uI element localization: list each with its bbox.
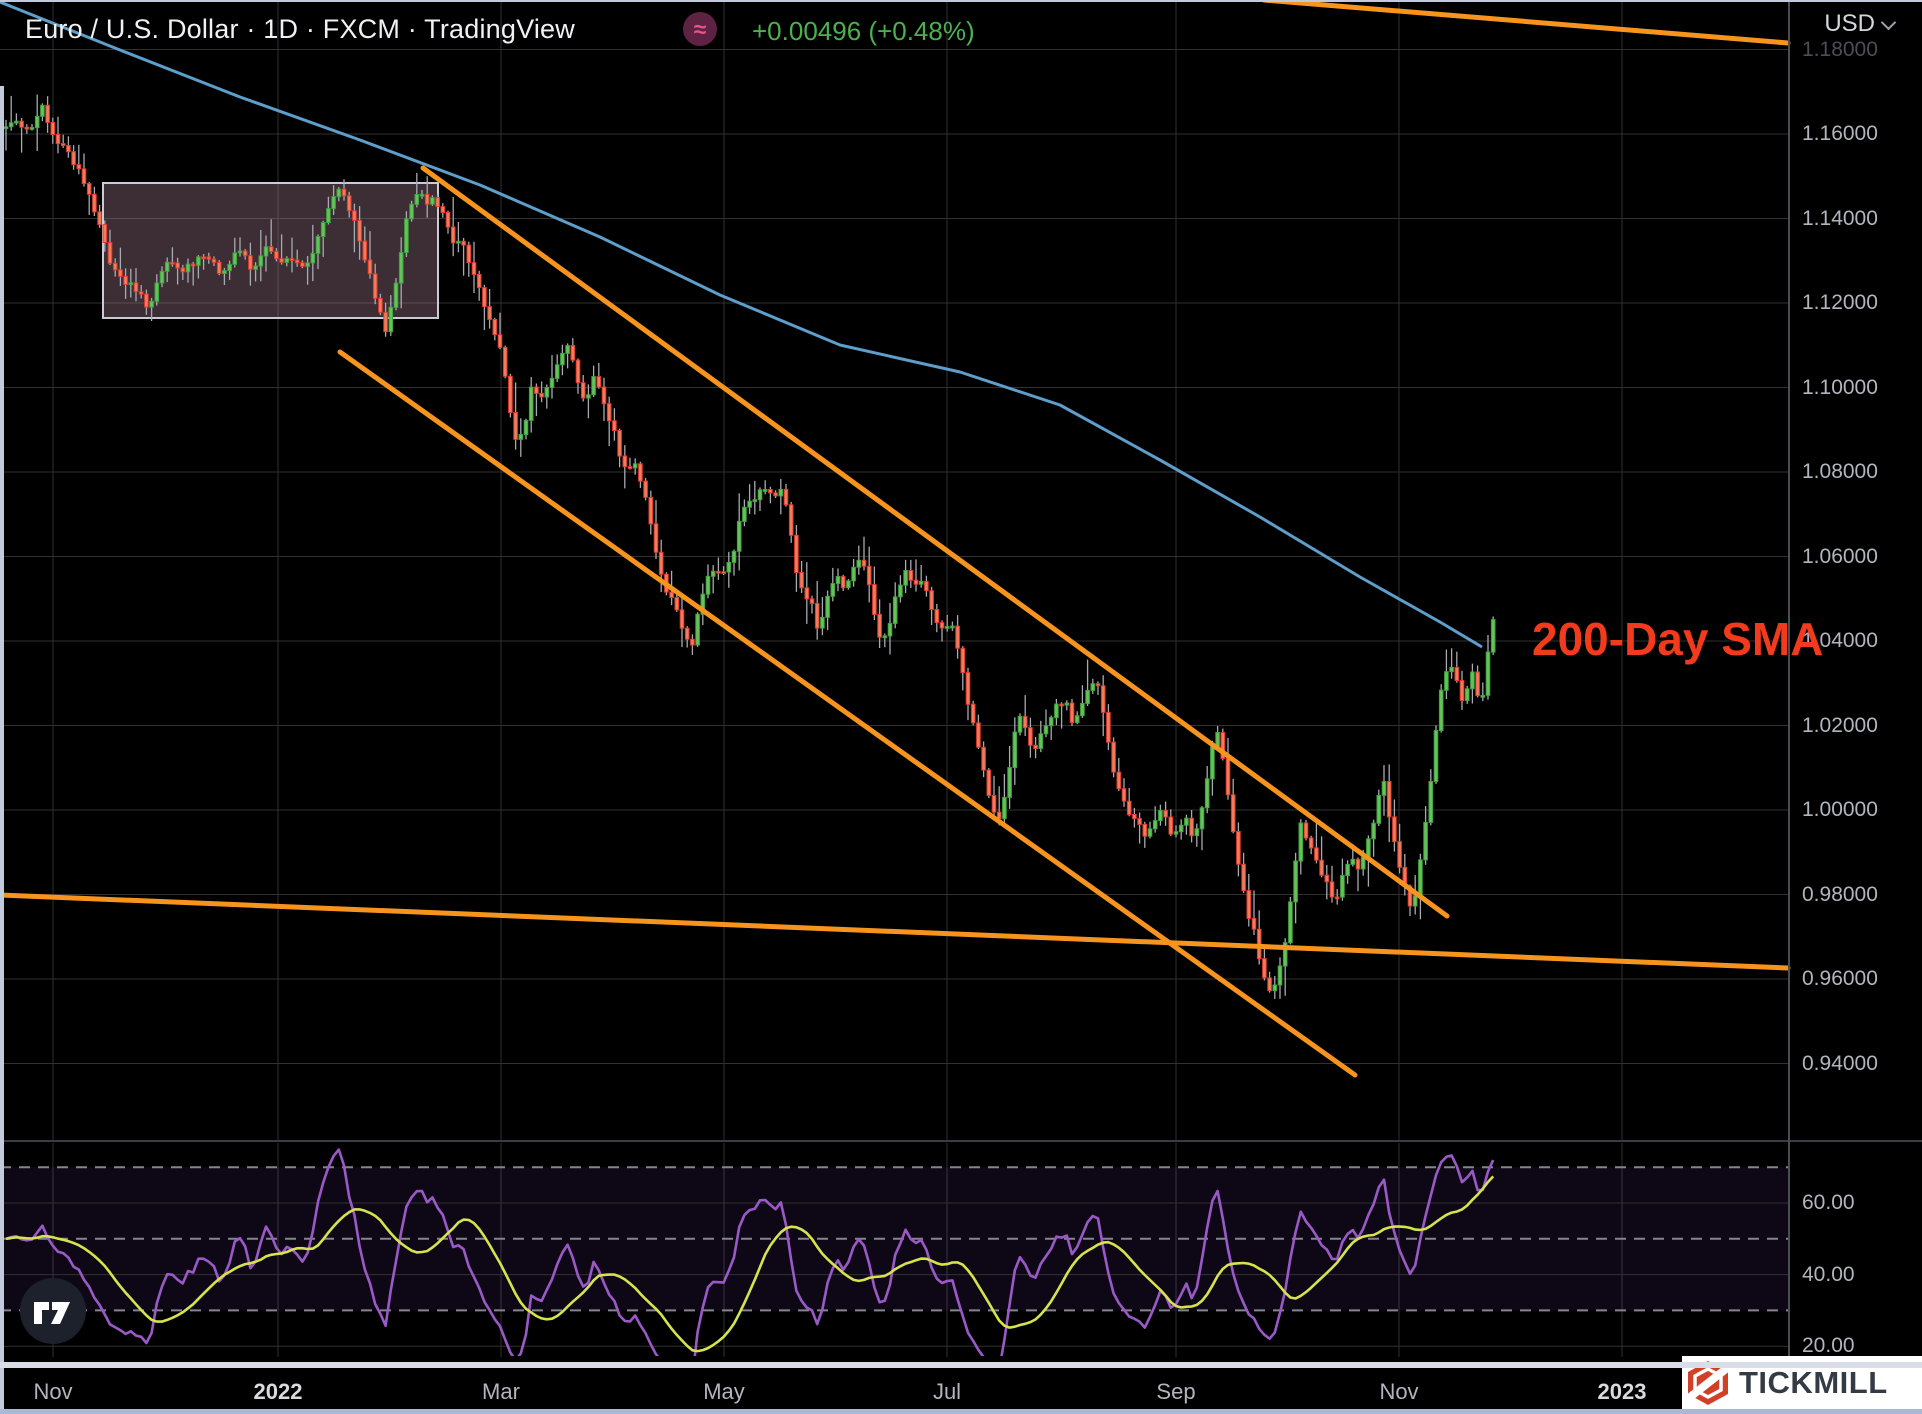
currency-label: USD bbox=[1824, 10, 1875, 37]
price-tick-label: 1.06000 bbox=[1802, 544, 1878, 568]
time-tick-label: Mar bbox=[482, 1379, 520, 1404]
chevron-down-icon bbox=[1880, 14, 1897, 30]
tickmill-hexagon-icon bbox=[1686, 1361, 1730, 1405]
sma-annotation-label: 200-Day SMA bbox=[1532, 613, 1824, 665]
trendline-long-term-support[interactable] bbox=[0, 892, 1791, 971]
candles bbox=[3, 94, 1496, 999]
tradingview-logo-icon bbox=[20, 1278, 86, 1344]
tradingview-watermark-logo[interactable] bbox=[20, 1278, 86, 1344]
rsi-tick-label: 60.00 bbox=[1802, 1191, 1855, 1214]
time-gridlines bbox=[52, 0, 1623, 1357]
timeaxis-separator bbox=[0, 1362, 1922, 1368]
faint-top-price-label: 1.18000 bbox=[1802, 38, 1878, 61]
trendline-channel-upper[interactable] bbox=[420, 165, 1450, 919]
bottom-edge-divider bbox=[0, 1409, 1922, 1414]
rsi-tick-label: 40.00 bbox=[1802, 1262, 1855, 1286]
price-tick-label: 0.96000 bbox=[1802, 967, 1878, 990]
approx-glyph: ≈ bbox=[693, 15, 707, 42]
left-edge-divider bbox=[0, 86, 4, 1414]
price-tick-label: 1.14000 bbox=[1802, 206, 1878, 230]
trendline-upper-right-resistance[interactable] bbox=[1261, 0, 1791, 46]
time-tick-label: 2023 bbox=[1597, 1379, 1647, 1404]
top-edge-divider bbox=[0, 0, 1922, 2]
symbol-title[interactable]: Euro / U.S. Dollar · 1D · FXCM · Trading… bbox=[25, 14, 575, 44]
rsi-ma-line bbox=[5, 1175, 1495, 1353]
price-tick-label: 1.12000 bbox=[1802, 291, 1878, 314]
price-change-text: +0.00496 (+0.48%) bbox=[752, 16, 975, 46]
price-tick-label: 1.02000 bbox=[1802, 713, 1878, 737]
price-axis[interactable] bbox=[1790, 0, 1922, 1362]
time-tick-label: May bbox=[703, 1379, 745, 1404]
time-tick-label: Nov bbox=[33, 1379, 73, 1404]
price-tick-label: 1.10000 bbox=[1802, 375, 1878, 399]
sma-200-line[interactable] bbox=[0, 0, 1483, 649]
price-tick-label: 0.94000 bbox=[1802, 1051, 1878, 1075]
price-gridlines bbox=[0, 49, 1788, 1064]
price-tick-label: 1.08000 bbox=[1802, 460, 1878, 483]
time-tick-label: 2022 bbox=[253, 1379, 303, 1404]
tickmill-wordmark: TICKMILL bbox=[1739, 1365, 1888, 1400]
price-tick-label: 0.98000 bbox=[1802, 882, 1878, 906]
currency-toggle-button[interactable]: USD bbox=[1824, 10, 1897, 38]
time-tick-label: Jul bbox=[932, 1379, 962, 1404]
price-tick-label: 1.04000 bbox=[1802, 629, 1878, 652]
rsi-tick-label: 20.00 bbox=[1802, 1334, 1855, 1358]
rsi-line bbox=[5, 1148, 1495, 1356]
trendline-channel-lower[interactable] bbox=[337, 349, 1358, 1078]
price-tick-label: 1.16000 bbox=[1802, 122, 1878, 145]
time-tick-label: Sep bbox=[1156, 1379, 1196, 1404]
time-tick-label: Nov bbox=[1379, 1379, 1419, 1404]
price-tick-label: 1.00000 bbox=[1802, 798, 1878, 821]
delayed-data-badge-icon[interactable]: ≈ bbox=[683, 12, 717, 46]
